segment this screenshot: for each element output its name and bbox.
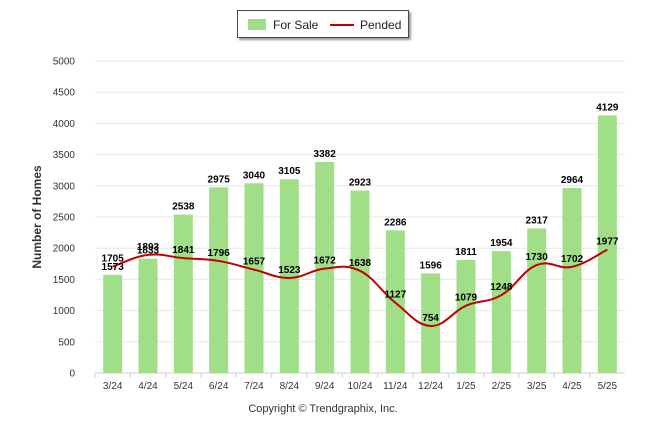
bar-for-sale [527, 228, 547, 373]
legend-for-sale-swatch [248, 19, 266, 30]
x-tick-label: 3/24 [103, 381, 123, 392]
legend-pended-swatch [330, 24, 354, 26]
x-tick-label: 12/24 [418, 381, 443, 392]
bar-for-sale [350, 190, 370, 373]
x-tick-label: 8/24 [280, 381, 300, 392]
line-data-label: 1127 [384, 290, 406, 301]
x-tick-label: 10/24 [347, 381, 372, 392]
y-tick-label: 3000 [53, 181, 76, 192]
bar-data-label: 1811 [455, 247, 477, 258]
line-data-label: 1248 [490, 282, 513, 293]
line-data-label: 1672 [314, 256, 337, 267]
bar-for-sale [597, 115, 617, 373]
line-data-label: 1796 [208, 248, 231, 259]
y-tick-label: 5000 [53, 57, 76, 68]
x-tick-label: 7/24 [244, 381, 264, 392]
x-tick-label: 11/24 [383, 381, 408, 392]
bar-data-label: 3382 [314, 149, 337, 160]
bar-data-label: 3105 [278, 166, 301, 177]
y-tick-label: 0 [69, 369, 75, 380]
line-data-label: 1977 [596, 237, 619, 248]
y-tick-label: 4500 [53, 88, 76, 99]
line-data-label: 1730 [526, 252, 549, 263]
line-data-label: 1638 [349, 258, 372, 269]
x-tick-label: 5/25 [598, 381, 618, 392]
y-tick-label: 4000 [53, 119, 76, 130]
x-tick-label: 4/25 [562, 381, 582, 392]
legend-pended-label: Pended [360, 18, 402, 32]
y-tick-label: 2500 [53, 213, 76, 224]
bar-data-label: 2923 [349, 178, 372, 189]
line-data-label: 1893 [137, 242, 160, 253]
bar-data-label: 4129 [596, 102, 619, 113]
bar-for-sale [456, 259, 476, 373]
bar-data-label: 2975 [208, 174, 231, 185]
bar-data-label: 2286 [384, 217, 407, 228]
bar-data-label: 3040 [243, 170, 266, 181]
line-data-label: 1702 [561, 254, 584, 265]
line-data-label: 1841 [172, 245, 195, 256]
bar-data-label: 1954 [490, 238, 513, 249]
x-tick-label: 3/25 [527, 381, 547, 392]
bar-for-sale [491, 251, 511, 373]
line-data-label: 1523 [278, 265, 301, 276]
line-data-label: 1079 [455, 293, 478, 304]
legend: For Sale Pended [237, 10, 409, 38]
x-tick-label: 4/24 [138, 381, 158, 392]
y-tick-labels: 0 500 1000 1500 2000 2500 3000 3500 4000 4500 5000 [53, 57, 76, 380]
bar-for-sale [103, 274, 123, 373]
data-labels: 1573 1833 2538 2975 3040 3105 3382 2923 2286 1596… [102, 102, 619, 324]
bar-data-label: 1833 [137, 246, 160, 257]
line-data-label: 754 [422, 313, 439, 324]
legend-for-sale-label: For Sale [273, 18, 319, 32]
x-tick-label: 1/25 [456, 381, 476, 392]
copyright-text: Copyright © Trendgraphix, Inc. [248, 403, 398, 415]
y-tick-label: 2000 [53, 244, 76, 255]
bar-data-label: 1596 [420, 260, 443, 271]
bar-data-label: 2317 [526, 215, 549, 226]
line-pended [112, 248, 608, 327]
y-tick-label: 500 [58, 337, 75, 348]
x-tick-label: 6/24 [209, 381, 229, 392]
x-tick-label: 2/25 [492, 381, 512, 392]
y-tick-label: 1000 [53, 306, 76, 317]
bar-for-sale [173, 214, 193, 373]
line-data-label: 1657 [243, 257, 266, 268]
bar-for-sale [244, 183, 264, 373]
bar-for-sale [421, 273, 441, 373]
y-axis-title: Number of Homes [30, 165, 44, 269]
bar-for-sale [315, 161, 335, 373]
bar-for-sale [138, 258, 158, 373]
bar-data-label: 1573 [102, 262, 125, 273]
x-tick-label: 9/24 [315, 381, 335, 392]
line-data-label: 1705 [102, 254, 125, 265]
x-tick-labels: 3/24 4/24 5/24 6/24 7/24 8/24 9/24 10/24 11/24 12… [94, 373, 618, 392]
bar-for-sale [562, 188, 582, 373]
bar-for-sale [209, 187, 229, 373]
y-tick-label: 1500 [53, 275, 76, 286]
bar-for-sale [279, 179, 299, 373]
x-tick-label: 5/24 [174, 381, 194, 392]
bar-data-label: 2964 [561, 175, 584, 186]
line-series-pended [112, 248, 608, 327]
y-tick-label: 3500 [53, 150, 76, 161]
bar-data-label: 2538 [172, 202, 195, 213]
